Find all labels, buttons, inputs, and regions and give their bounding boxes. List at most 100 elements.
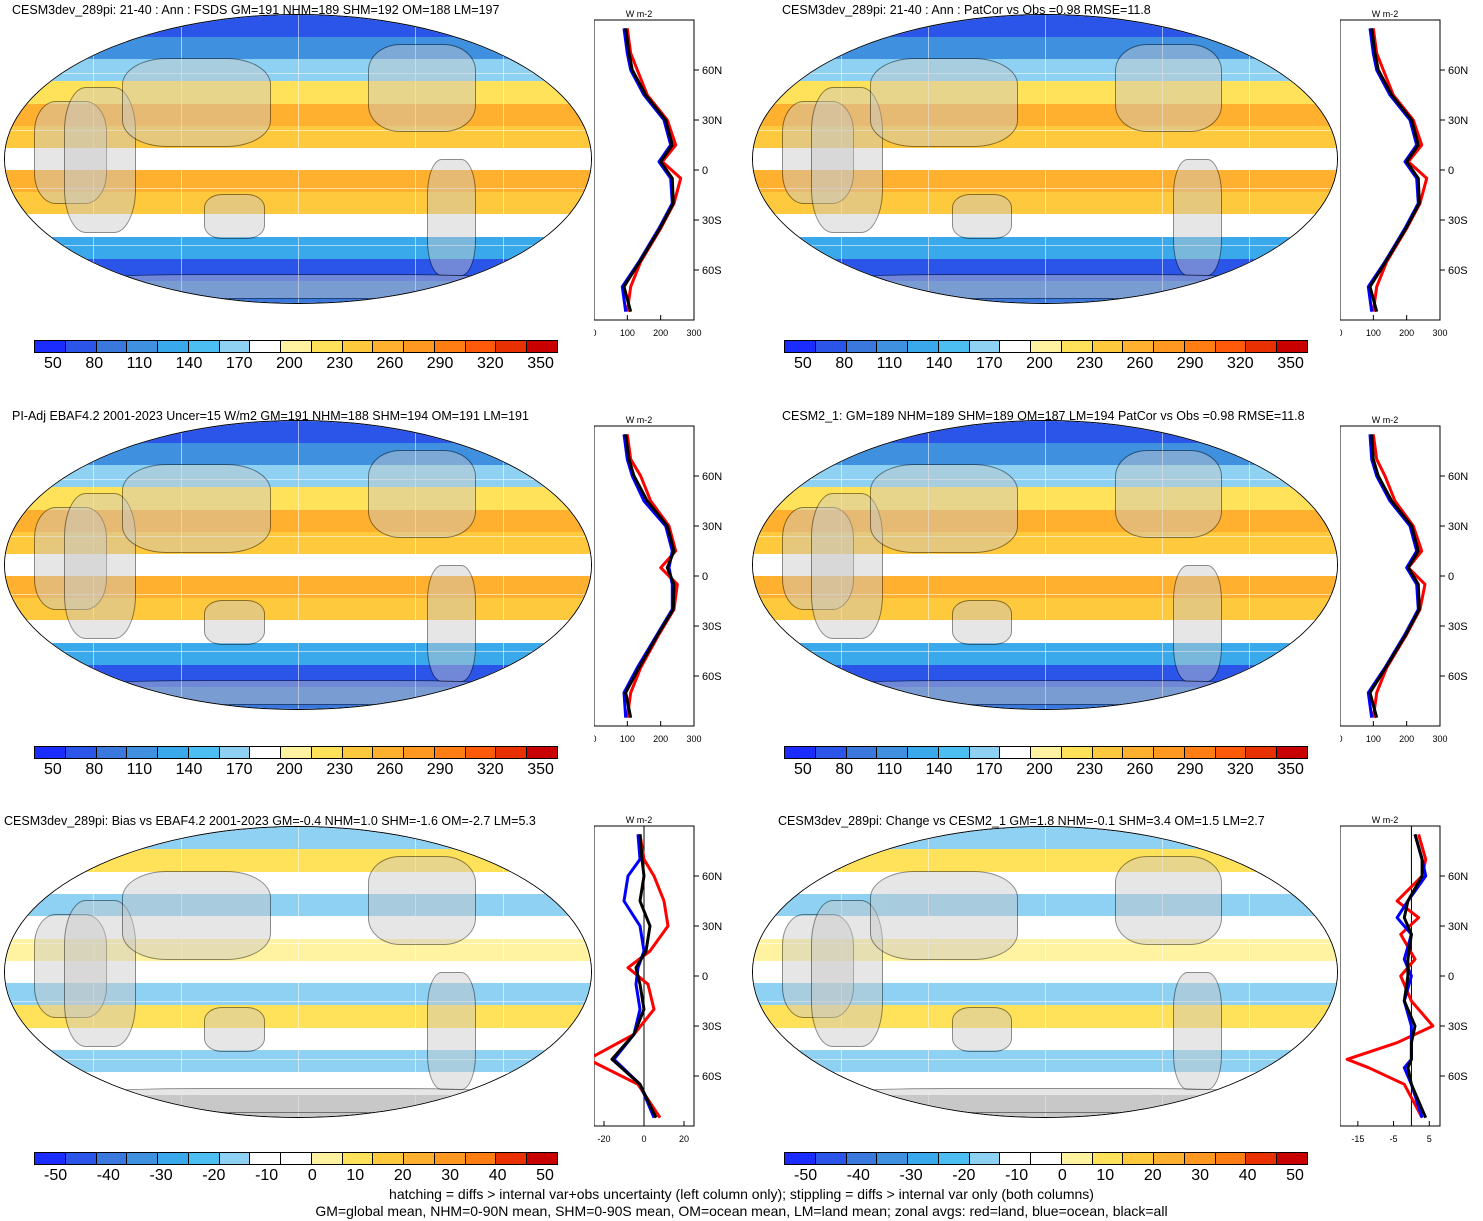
colorbar-segment	[496, 1153, 528, 1164]
map-continent	[368, 856, 476, 945]
colorbar-label: 290	[1176, 355, 1204, 372]
colorbar-segment	[846, 1153, 878, 1164]
colorbar-segment	[404, 341, 435, 352]
colorbar-label: 140	[925, 355, 953, 372]
colorbar-segment	[1092, 1153, 1124, 1164]
zonal-xtick-label: 300	[686, 734, 701, 744]
zonal-ytick-label: 60S	[702, 671, 722, 683]
colorbar-segment	[1154, 747, 1185, 758]
colorbar-labels: -50 -40 -30 -20 -10 0 10 20 30 40 50	[44, 1167, 554, 1185]
colorbar-label: 40	[488, 1167, 507, 1184]
colorbar-label: 80	[835, 761, 854, 778]
colorbar-segment	[1123, 1153, 1155, 1164]
map-gridline	[1161, 15, 1163, 303]
zonal-ytick-label: 30S	[702, 215, 722, 227]
zonal-ytick-label: 0	[1448, 971, 1454, 983]
zonal-ytick-label: 60S	[1448, 1071, 1468, 1083]
map-continent	[811, 274, 1281, 300]
zonal-units: W m-2	[626, 815, 653, 825]
colorbar-label: 30	[441, 1167, 460, 1184]
colorbar-segment	[35, 341, 66, 352]
colorbar-segment	[527, 341, 558, 352]
colorbar-label: 350	[1277, 761, 1304, 778]
panel-title: CESM3dev_289pi: Bias vs EBAF4.2 2001-202…	[4, 814, 536, 828]
zonal-xtick-label: 200	[1399, 734, 1414, 744]
colorbar-segment	[96, 747, 128, 758]
zonal-xtick-label: 20	[679, 1134, 689, 1144]
colorbar-label: -50	[794, 1167, 818, 1184]
colorbar-segment	[465, 341, 497, 352]
map-continent	[1115, 449, 1223, 539]
zonal-xtick-label: 0	[1340, 328, 1343, 338]
map-gridline	[1249, 15, 1251, 303]
zonal-ytick-label: 30N	[702, 921, 722, 933]
map-continent	[426, 565, 476, 683]
colorbar-label: 320	[1226, 355, 1254, 372]
colorbar-label: 350	[527, 761, 554, 778]
map-gridline	[92, 15, 94, 303]
zonal-xtick-label: 200	[653, 328, 668, 338]
zonal-xtick-label: -5	[1390, 1134, 1398, 1144]
zonal-ytick-label: 60N	[702, 471, 722, 483]
zonal-xtick-label: -15	[1351, 1134, 1364, 1144]
colorbar-segment	[404, 1153, 435, 1164]
colorbar-label: 170	[975, 761, 1003, 778]
colorbar-labels: 50 80 110 140 170 200 230 260 290 320 350	[44, 761, 554, 779]
map-gridline	[840, 15, 842, 303]
colorbar-label: 170	[225, 761, 253, 778]
map-continent	[368, 43, 476, 133]
colorbar-segment	[311, 747, 343, 758]
colorbar-label: 50	[1286, 1167, 1304, 1184]
colorbar-segment	[250, 1153, 282, 1164]
colorbar-segment	[1031, 747, 1062, 758]
colorbar-segment	[877, 747, 909, 758]
zonal-xtick-label: 0	[1340, 734, 1343, 744]
colorbar-segment	[1000, 341, 1032, 352]
colorbar-segment	[188, 747, 220, 758]
colorbar-label: 0	[1057, 1167, 1067, 1184]
footnote-line-1: hatching = diffs > internal var+obs unce…	[389, 1186, 1094, 1202]
colorbar-label: 260	[376, 355, 404, 372]
zonal-series-all	[1402, 833, 1428, 1119]
colorbar-segment	[877, 1153, 909, 1164]
colorbar-segment	[65, 341, 97, 352]
colorbar-label: 0	[307, 1167, 317, 1184]
colorbar-segment	[969, 1153, 1001, 1164]
colorbar-label: -20	[952, 1167, 976, 1184]
world-map	[752, 826, 1338, 1118]
zonal-xtick-label: 100	[1366, 328, 1381, 338]
map-continent	[204, 1006, 265, 1053]
zonal-ytick-label: 60S	[1448, 265, 1468, 277]
colorbar-segment	[846, 747, 878, 758]
colorbar-label: 80	[85, 355, 104, 372]
map-continent	[63, 274, 535, 300]
map-continent	[1173, 565, 1223, 683]
colorbar-labels: 50 80 110 140 170 200 230 260 290 320 350	[794, 761, 1304, 779]
map-continent	[811, 493, 884, 639]
colorbar-segment	[281, 747, 312, 758]
colorbar-segment	[65, 1153, 97, 1164]
map-gridline	[298, 15, 299, 303]
colorbar-segment	[1061, 341, 1093, 352]
colorbar-segment	[342, 747, 374, 758]
colorbar-label: 110	[876, 761, 903, 778]
colorbar-segment	[846, 341, 878, 352]
world-map	[4, 14, 592, 304]
colorbar-segment	[938, 1153, 970, 1164]
colorbar-labels: 50 80 110 140 170 200 230 260 290 320 350	[44, 355, 554, 373]
colorbar-segment	[127, 1153, 159, 1164]
zonal-series-all	[1368, 28, 1421, 313]
colorbar-segment	[342, 1153, 374, 1164]
colorbar-segment	[127, 341, 159, 352]
colorbar-label: 200	[276, 355, 303, 372]
zonal-xtick-label: -20	[597, 1134, 610, 1144]
zonal-ytick-label: 60N	[1448, 65, 1468, 77]
colorbar-segment	[1061, 747, 1093, 758]
panel-title: PI-Adj EBAF4.2 2001-2023 Uncer=15 W/m2 G…	[12, 409, 529, 423]
zonal-xtick-label: 300	[1432, 734, 1447, 744]
colorbar-segment	[496, 341, 528, 352]
colorbar-segment	[1277, 341, 1308, 352]
colorbar-segment	[969, 747, 1001, 758]
zonal-xtick-label: 0	[594, 734, 597, 744]
zonal-series-ocean	[622, 434, 674, 718]
